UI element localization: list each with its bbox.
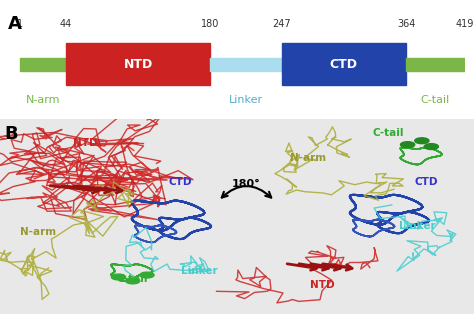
Text: Linker: Linker	[229, 95, 263, 105]
Text: CTD: CTD	[415, 176, 438, 187]
Text: 44: 44	[60, 19, 72, 29]
Circle shape	[424, 144, 438, 149]
Text: N-arm: N-arm	[290, 153, 326, 163]
Circle shape	[415, 138, 429, 143]
Circle shape	[140, 272, 154, 278]
Text: CTD: CTD	[330, 58, 358, 71]
Text: B: B	[5, 125, 18, 143]
Text: 419: 419	[456, 19, 474, 29]
Bar	[406, 58, 465, 71]
Text: C-tail: C-tail	[117, 274, 148, 284]
Bar	[20, 58, 66, 71]
Text: 1: 1	[17, 19, 23, 29]
Circle shape	[126, 278, 140, 284]
Circle shape	[111, 274, 126, 280]
Text: NTD: NTD	[73, 138, 98, 148]
Text: NTD: NTD	[123, 58, 153, 71]
Text: 180°: 180°	[232, 179, 261, 189]
Bar	[210, 58, 282, 71]
Text: 180: 180	[201, 19, 219, 29]
Text: N-arm: N-arm	[20, 227, 56, 237]
Bar	[66, 44, 210, 85]
Circle shape	[401, 142, 415, 148]
Text: NTD: NTD	[310, 280, 335, 290]
Text: 364: 364	[397, 19, 415, 29]
Text: Linker: Linker	[399, 221, 436, 231]
Text: 247: 247	[272, 19, 291, 29]
Text: A: A	[9, 15, 22, 33]
Text: N-arm: N-arm	[26, 95, 60, 105]
Text: Linker: Linker	[181, 266, 218, 276]
Text: CTD: CTD	[168, 176, 192, 187]
Bar	[282, 44, 406, 85]
Text: C-tail: C-tail	[373, 128, 404, 138]
Text: C-tail: C-tail	[420, 95, 450, 105]
